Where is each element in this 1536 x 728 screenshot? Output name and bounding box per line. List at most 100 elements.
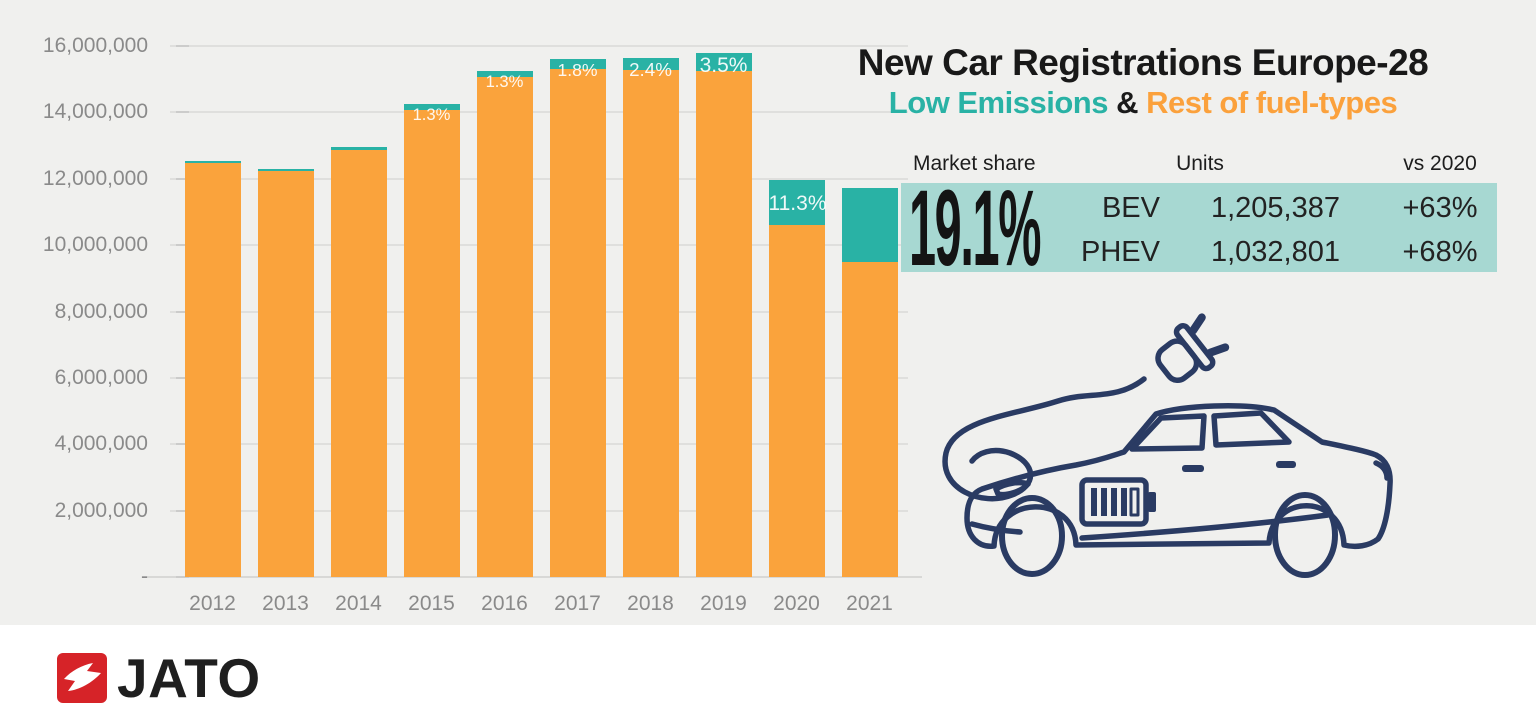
x-axis-label-2012: 2012: [189, 592, 236, 615]
bar-share-label-2020: 11.3%: [768, 192, 827, 216]
bar-chart-plot: - 2,000,000 4,000,000 6,000,000 8,000,000 10,…: [43, 34, 922, 615]
door-handle-front: [1182, 465, 1204, 472]
x-axis-label-2014: 2014: [335, 592, 382, 615]
y-axis-label: 10,000,000: [42, 233, 148, 257]
y-axis-label: 6,000,000: [54, 365, 148, 389]
bar-segment-low-emissions-2012: [184, 160, 241, 163]
bar-segment-low-emissions-2017: [549, 59, 606, 69]
x-axis-label-2013: 2013: [262, 592, 309, 615]
bar-share-label-2017: 1.8%: [557, 60, 598, 81]
x-axis-label-2021: 2021: [846, 592, 893, 615]
bar-2013: [257, 168, 314, 577]
y-axis-tick: [176, 45, 189, 47]
fuel-type-label-bev: BEV: [1101, 192, 1160, 224]
bar-segment-rest-fuel-2013: [257, 170, 314, 577]
bar-segment-rest-fuel-2012: [184, 162, 241, 577]
bar-2012: [184, 160, 241, 577]
bar-share-label-2018: 2.4%: [629, 58, 672, 80]
gridline-12m: [170, 177, 908, 180]
gridline-6m: [170, 376, 908, 379]
body-crease: [1079, 512, 1331, 541]
gridline-16m: [170, 45, 908, 47]
bar-segment-low-emissions-2015: [403, 104, 460, 111]
bar-segment-low-emissions-2014: [330, 147, 387, 150]
gridline-14m: [170, 111, 908, 114]
bar-2014: [330, 147, 387, 577]
bar-2016: 1.3%: [476, 70, 533, 577]
x-axis-label-2015: 2015: [408, 592, 455, 615]
rear-wheel: [1272, 492, 1338, 578]
y-axis-tick: [176, 310, 189, 313]
bar-segment-rest-fuel-2014: [330, 149, 387, 577]
front-wheel: [999, 495, 1065, 577]
plug-icon: [1155, 313, 1230, 384]
gridline-2m: [170, 509, 908, 512]
y-axis-tick: [176, 509, 189, 512]
chart-title: New Car Registrations Europe-28: [857, 42, 1429, 83]
jato-logo: JATO: [57, 647, 261, 709]
y-axis-label: -: [141, 565, 148, 588]
y-axis-label: 8,000,000: [54, 299, 148, 323]
bar-2020: 11.3%: [768, 180, 827, 577]
bar-share-label-2016: 1.3%: [485, 71, 524, 91]
y-axis-label: 14,000,000: [42, 100, 148, 124]
market-share-row-bev: BEV 1,205,387 +63%: [901, 189, 1497, 227]
bar-segment-rest-fuel-2018: [622, 70, 679, 577]
gridline-0m: [147, 576, 922, 578]
y-axis-tick: [176, 576, 189, 578]
y-axis-label: 16,000,000: [42, 34, 148, 57]
bar-2015: 1.3%: [403, 104, 460, 577]
bar-segment-rest-fuel-2020: [768, 225, 825, 577]
y-axis-tick: [176, 177, 189, 180]
rear-window: [1211, 410, 1292, 448]
legend-rest-fuel-types: Rest of fuel-types: [1146, 85, 1398, 120]
y-axis-label: 2,000,000: [54, 498, 148, 522]
bar-share-label-2019: 3.5%: [699, 53, 748, 77]
units-value-phev: 1,032,801: [1210, 236, 1340, 268]
bar-2021: [841, 188, 898, 577]
market-share-panel: 19.1% BEV 1,205,387 +63% PHEV 1,032,801 +68%: [901, 174, 1497, 282]
bar-segment-low-emissions-2021: [841, 188, 898, 263]
front-window: [1129, 413, 1207, 452]
bar-2018: 2.4%: [622, 57, 679, 577]
y-axis-tick: [176, 443, 189, 446]
gridline-10m: [170, 244, 908, 247]
gridline-8m: [170, 310, 908, 313]
x-axis-label-2018: 2018: [627, 592, 674, 615]
bar-segment-rest-fuel-2015: [403, 110, 460, 577]
vs-2020-header: vs 2020: [1403, 152, 1477, 175]
bar-segment-rest-fuel-2021: [841, 262, 898, 577]
bar-segment-rest-fuel-2019: [695, 70, 752, 577]
market-share-row-phev: PHEV 1,032,801 +68%: [901, 233, 1497, 271]
vs-2020-value-phev: +68%: [1402, 236, 1478, 268]
battery-icon: [1079, 477, 1156, 527]
market-share-header: Market share: [913, 152, 1036, 175]
bar-segment-rest-fuel-2016: [476, 77, 533, 577]
bar-segment-low-emissions-2018: [622, 57, 679, 71]
vs-2020-value-bev: +63%: [1402, 192, 1478, 224]
bar-segment-low-emissions-2013: [257, 168, 314, 171]
front-detail: [969, 521, 1023, 535]
x-axis-label-2016: 2016: [481, 592, 528, 615]
units-header: Units: [1176, 152, 1224, 175]
legend-low-emissions: Low Emissions: [888, 85, 1109, 120]
charging-cable: [942, 376, 1147, 502]
electric-car-illustration: [920, 293, 1500, 583]
bar-segment-low-emissions-2019: [695, 52, 752, 71]
y-axis-tick: [176, 376, 189, 379]
fuel-type-label-phev: PHEV: [1081, 236, 1160, 268]
bar-segment-low-emissions-2016: [476, 70, 533, 78]
bar-segment-low-emissions-2020: [768, 180, 825, 226]
chart-subtitle: Low Emissions & Rest of fuel-types: [780, 85, 1506, 121]
bar-share-label-2015: 1.3%: [412, 105, 451, 125]
electric-car-icon: [942, 313, 1393, 578]
y-axis-tick: [176, 111, 189, 114]
x-axis-label-2019: 2019: [700, 592, 747, 615]
door-handle-rear: [1276, 461, 1296, 468]
car-body: [964, 403, 1393, 550]
y-axis-label: 12,000,000: [42, 166, 148, 190]
gridline-4m: [170, 443, 908, 446]
rear-light: [1373, 460, 1390, 481]
x-axis-label-2017: 2017: [554, 592, 601, 615]
